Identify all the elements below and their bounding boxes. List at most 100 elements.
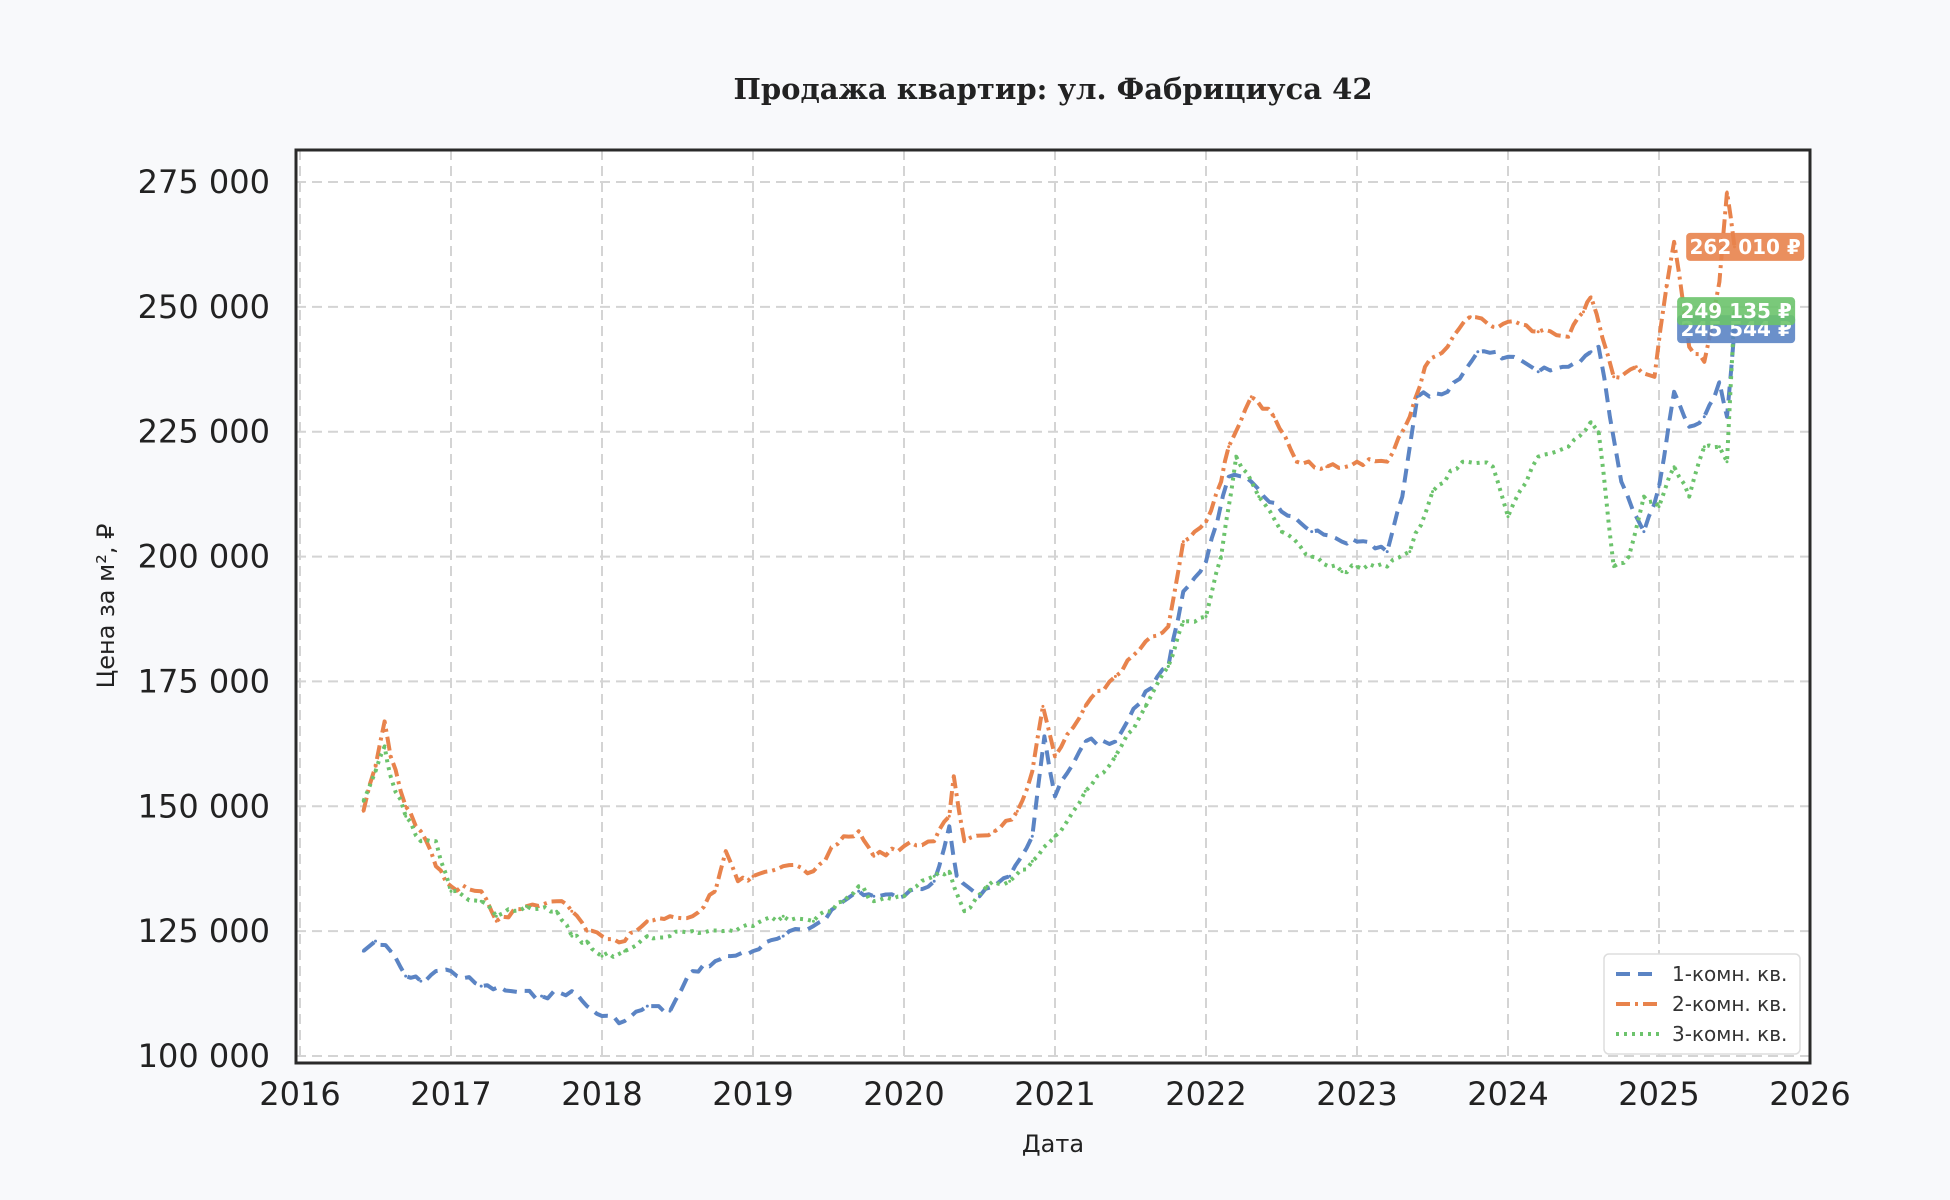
series-point <box>1295 460 1299 464</box>
series-point <box>1144 640 1148 643</box>
series-point <box>449 889 453 893</box>
series-point <box>902 894 906 898</box>
series-point <box>952 774 956 778</box>
series-point <box>1566 335 1570 339</box>
series-point <box>1687 425 1691 429</box>
legend-entry: 1-комн. кв. <box>1672 962 1787 986</box>
series-point <box>1725 460 1729 464</box>
end-label-text: 262 010 ₽ <box>1690 235 1801 259</box>
series-point <box>1702 445 1706 449</box>
series-point <box>540 994 544 998</box>
series-point <box>479 984 483 988</box>
x-tick-label: 2025 <box>1618 1075 1699 1113</box>
series-point <box>668 934 672 938</box>
series-point <box>1536 455 1540 459</box>
series-point <box>1340 540 1344 544</box>
series-point <box>1461 460 1465 464</box>
series-point <box>1234 455 1238 459</box>
series-point <box>1166 625 1170 628</box>
series-point <box>947 869 951 873</box>
series-point <box>1166 664 1170 668</box>
series-point <box>1468 315 1472 319</box>
x-tick-label: 2024 <box>1467 1075 1548 1113</box>
series-point <box>1113 739 1117 743</box>
series-line-1 <box>362 328 1737 1026</box>
series-point <box>404 814 408 818</box>
series-point <box>1536 330 1540 334</box>
series-lines <box>361 190 1737 1026</box>
series-point <box>494 919 498 923</box>
series-point <box>1612 375 1616 379</box>
series-point <box>1181 620 1185 623</box>
series-point <box>1491 465 1495 469</box>
series-point <box>1144 704 1148 708</box>
series-point <box>585 929 589 933</box>
series-line-2 <box>361 190 1737 945</box>
series-point <box>1642 530 1646 534</box>
series-point <box>1219 555 1223 559</box>
series-point <box>1219 480 1223 484</box>
plot-area <box>296 150 1810 1063</box>
x-tick-label: 2018 <box>561 1075 642 1113</box>
series-point <box>1589 295 1593 299</box>
series-point <box>404 974 408 978</box>
series-point <box>1582 310 1585 314</box>
series-point <box>1634 365 1638 369</box>
series-point <box>1408 550 1412 554</box>
series-point <box>713 889 717 893</box>
series-point <box>623 1019 627 1023</box>
series-point <box>1355 460 1359 464</box>
series-point <box>811 919 815 923</box>
series-point <box>1144 689 1148 693</box>
x-tick-label: 2020 <box>863 1075 944 1113</box>
series-point <box>932 839 936 843</box>
series-point <box>962 909 966 913</box>
plot-frame <box>294 148 1812 1065</box>
series-point <box>947 824 951 828</box>
series-point <box>623 949 627 953</box>
series-point <box>555 899 559 903</box>
series-point <box>691 914 695 918</box>
series-point <box>1204 615 1208 618</box>
series-point <box>1310 555 1314 559</box>
series-point <box>374 769 377 773</box>
legend: 1-комн. кв. 2-комн. кв. 3-комн. кв. <box>1603 953 1801 1055</box>
series-point <box>383 744 387 748</box>
series-point <box>1083 789 1087 793</box>
series-point <box>872 894 876 898</box>
y-tick-label: 200 000 <box>138 538 270 576</box>
series-point <box>419 979 423 983</box>
series-point <box>1408 415 1412 419</box>
series-points <box>361 190 1736 1023</box>
x-tick-label: 2019 <box>712 1075 793 1113</box>
series-point <box>978 894 981 898</box>
series-point <box>1204 520 1208 524</box>
series-point <box>645 919 649 923</box>
series-point <box>1053 834 1057 838</box>
series-point <box>623 939 627 943</box>
series-point <box>985 884 989 888</box>
series-point <box>781 934 785 938</box>
series-point <box>1041 704 1045 708</box>
series-point <box>1672 465 1676 469</box>
series-point <box>600 954 604 958</box>
series-point <box>1272 415 1276 419</box>
series-point <box>494 914 498 918</box>
series-point <box>1566 445 1570 449</box>
series-point <box>361 809 365 813</box>
series-point <box>1204 560 1208 564</box>
series-point <box>781 914 785 918</box>
legend-entry: 3-комн. кв. <box>1672 1022 1787 1046</box>
series-point <box>728 954 732 958</box>
series-point <box>1042 734 1046 738</box>
series-point <box>1725 190 1729 194</box>
end-label-badge <box>1677 297 1796 326</box>
series-point <box>1008 874 1012 878</box>
series-point <box>781 864 785 868</box>
series-point <box>1030 769 1034 773</box>
series-point <box>713 959 717 963</box>
x-tick-label: 2016 <box>259 1075 340 1113</box>
series-point <box>947 814 951 818</box>
x-axis-ticks: 2016 2017 2018 2019 2020 2021 2022 2023 2024 2025… <box>259 1075 1850 1113</box>
legend-entry: 2-комн. кв. <box>1672 992 1787 1016</box>
